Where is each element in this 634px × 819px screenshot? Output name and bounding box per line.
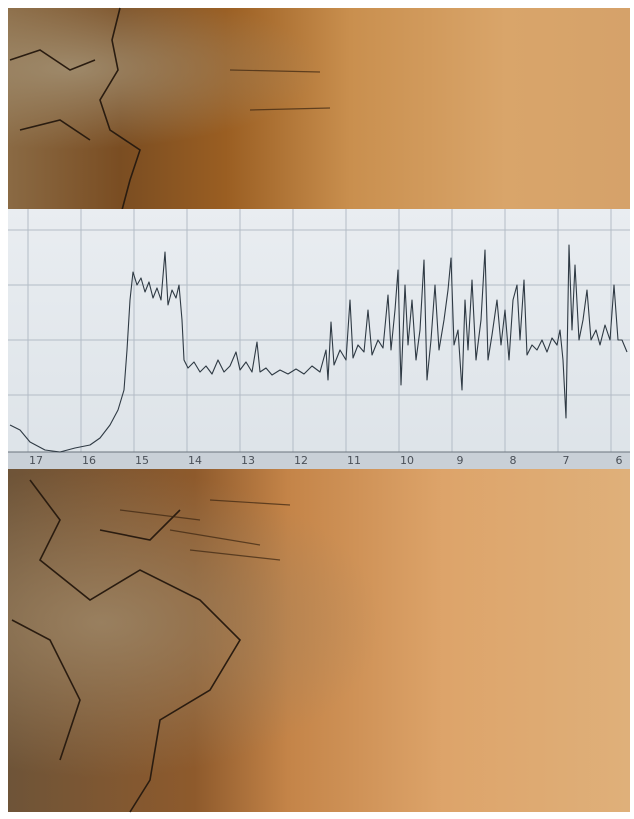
chart-strip xyxy=(8,209,630,469)
scale-label: 6 xyxy=(616,454,623,467)
scale-label: 7 xyxy=(563,454,570,467)
scale-label: 13 xyxy=(241,454,255,467)
trace xyxy=(9,244,628,453)
scale-label: 11 xyxy=(347,454,361,467)
scale-band xyxy=(8,452,630,469)
scale-label: 12 xyxy=(294,454,308,467)
scale-label: 14 xyxy=(188,454,202,467)
scale-label: 17 xyxy=(29,454,43,467)
wood-spalt xyxy=(8,8,630,210)
wood-spalt xyxy=(8,468,630,812)
scale-labels: 17 16 15 14 13 12 11 10 9 8 7 6 xyxy=(29,454,623,467)
scale-label: 9 xyxy=(457,454,464,467)
strip-grid xyxy=(8,209,630,469)
scale-label: 10 xyxy=(400,454,414,467)
zone-lines xyxy=(9,7,242,813)
scale-label: 16 xyxy=(82,454,96,467)
scale-label: 15 xyxy=(135,454,149,467)
scale-label: 8 xyxy=(510,454,517,467)
checks xyxy=(119,69,331,561)
